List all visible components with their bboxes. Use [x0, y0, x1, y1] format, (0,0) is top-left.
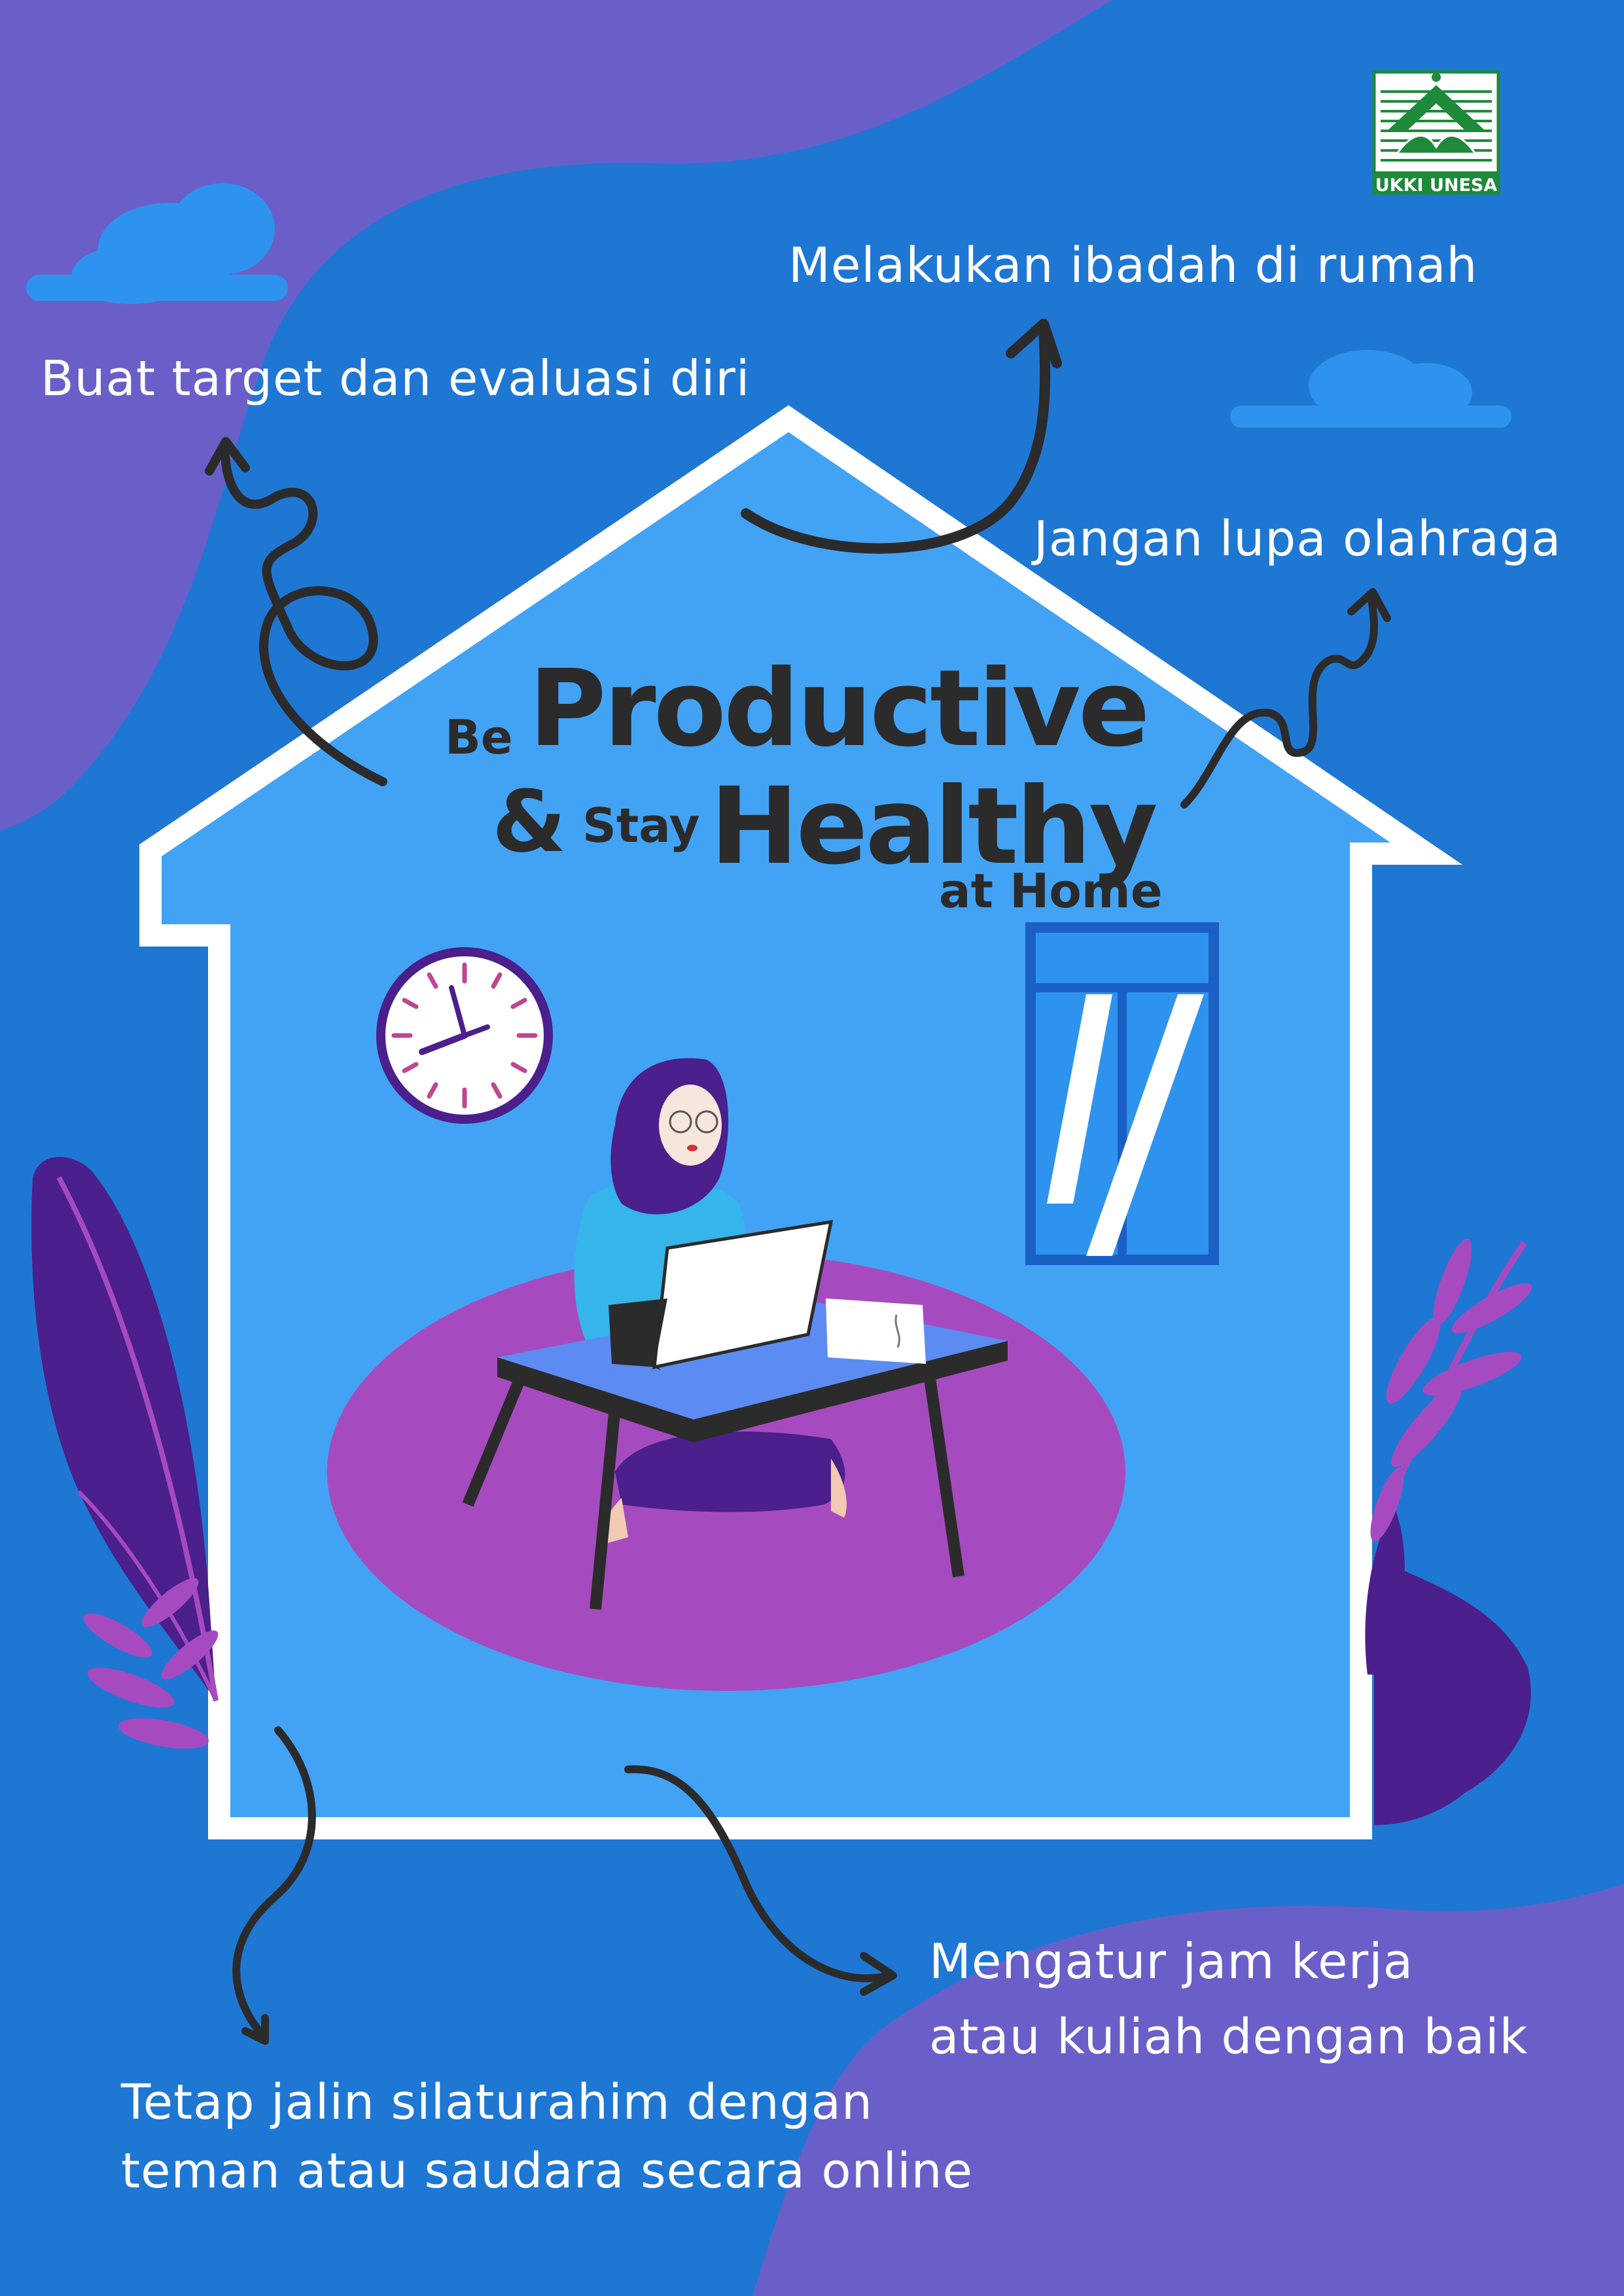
plant-icon [31, 1157, 219, 1749]
tip-work-hours-line2: atau kuliah dengan baik [929, 2009, 1528, 2065]
tip-work-hours-line1: Mengatur jam kerja [929, 1934, 1414, 1990]
title-at-home: at Home [939, 863, 1163, 918]
tip-exercise: Jangan lupa olahraga [1034, 511, 1562, 567]
laptop-icon [609, 1219, 834, 1370]
title-healthy: Healthy [710, 765, 1158, 888]
cloud-icon [1230, 350, 1511, 428]
tip-friendship-line1: Tetap jalin silaturahim dengan [121, 2074, 873, 2131]
cloud-icon [26, 183, 288, 304]
arrow-icon [741, 319, 1062, 554]
title-stay: Stay [582, 798, 700, 853]
title-productive: Productive [529, 648, 1150, 771]
arrow-icon [232, 1726, 316, 2045]
purple-blob-top-left [0, 0, 1112, 831]
tip-targets: Buat target dan evaluasi diri [41, 351, 750, 407]
paper-icon [826, 1298, 926, 1364]
arrow-icon [1180, 588, 1391, 809]
clock-icon [376, 947, 553, 1124]
title-be: Be [445, 710, 513, 765]
title-ampersand: & [492, 772, 567, 871]
arrow-icon [205, 437, 387, 786]
logo-text: UKKI UNESA [1375, 175, 1498, 196]
plant-icon [1365, 1238, 1532, 1825]
window-icon [1025, 922, 1219, 1265]
ukki-logo [1372, 70, 1500, 195]
purple-blob-bottom-right [752, 1884, 1624, 2296]
tip-friendship-line2: teman atau saudara secara online [121, 2143, 974, 2199]
arrow-icon [624, 1765, 897, 1996]
tip-worship: Melakukan ibadah di rumah [788, 237, 1478, 294]
